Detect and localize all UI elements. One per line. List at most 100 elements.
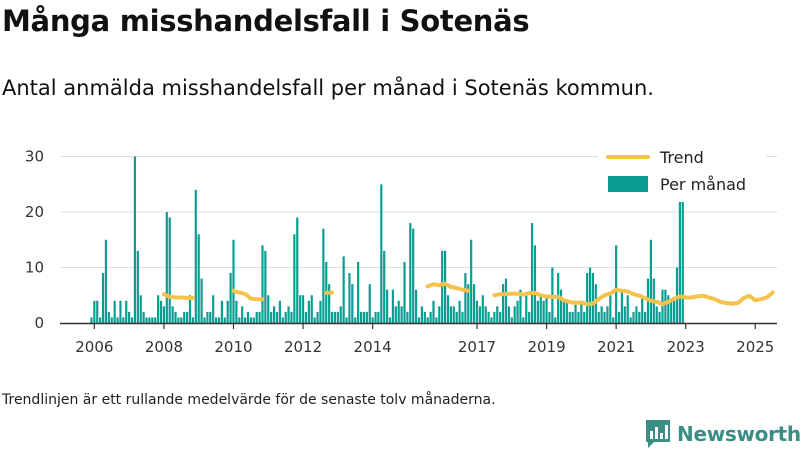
bar — [136, 250, 139, 323]
bar — [409, 223, 412, 323]
bar — [588, 267, 592, 323]
bar — [122, 317, 125, 323]
bar — [444, 250, 447, 323]
bar — [241, 306, 244, 323]
bar — [316, 311, 319, 323]
x-tick-label: 2021 — [597, 338, 635, 356]
bar — [272, 306, 276, 323]
bar — [212, 295, 215, 323]
bar — [229, 273, 232, 323]
bar — [223, 317, 226, 323]
bar — [177, 317, 180, 323]
bar — [357, 261, 360, 323]
bar — [307, 300, 310, 323]
bar — [661, 289, 664, 323]
trend-line — [492, 287, 775, 307]
bar — [484, 306, 487, 323]
trend-series — [161, 281, 775, 307]
bar — [333, 311, 337, 323]
bar — [606, 306, 609, 323]
bar — [536, 300, 539, 323]
bar — [475, 300, 479, 323]
bar — [296, 217, 299, 323]
bar — [600, 306, 603, 323]
bar — [151, 317, 154, 323]
bar — [110, 317, 113, 323]
bar — [104, 239, 108, 323]
bar — [243, 317, 247, 323]
bar — [281, 317, 284, 323]
bar — [226, 300, 229, 323]
bar — [270, 311, 273, 323]
bar — [162, 306, 166, 323]
bar — [667, 295, 670, 323]
bar — [93, 300, 96, 323]
x-tick-label: 2017 — [458, 338, 496, 356]
bar — [554, 317, 557, 323]
bar — [490, 317, 493, 323]
bar — [530, 223, 534, 323]
bar — [617, 311, 621, 323]
bar — [99, 317, 102, 323]
x-tick-label: 2012 — [284, 338, 322, 356]
bar — [423, 311, 426, 323]
bar — [496, 306, 499, 323]
y-tick-label: 30 — [25, 148, 44, 166]
bar — [345, 317, 348, 323]
bar — [180, 317, 183, 323]
bar — [406, 311, 409, 323]
x-tick-label: 2019 — [527, 338, 565, 356]
bar — [371, 317, 374, 323]
bar — [635, 306, 638, 323]
bar — [403, 261, 406, 323]
bar — [586, 273, 589, 323]
bar — [417, 317, 421, 323]
bar — [446, 295, 450, 323]
bar — [290, 311, 293, 323]
bar — [438, 306, 441, 323]
bar — [220, 300, 223, 323]
bar — [342, 256, 345, 323]
bar — [293, 234, 296, 323]
x-tick-label: 2010 — [214, 338, 252, 356]
bar — [351, 284, 354, 323]
bar — [197, 234, 200, 323]
bar — [310, 295, 313, 323]
trend-line — [425, 281, 471, 293]
bar — [504, 278, 508, 323]
bar — [673, 300, 676, 323]
bar — [626, 295, 629, 323]
x-tick-label: 2025 — [736, 338, 774, 356]
bar-series — [90, 156, 684, 323]
bar — [188, 295, 192, 323]
bar — [238, 317, 241, 323]
bar — [171, 306, 174, 323]
bar — [107, 311, 110, 323]
bar — [362, 311, 366, 323]
bar — [275, 311, 279, 323]
bar — [348, 273, 351, 323]
bar — [168, 217, 171, 323]
bar — [545, 295, 548, 323]
bar — [252, 317, 255, 323]
bar — [525, 295, 528, 323]
footnote: Trendlinjen är ett rullande medelvärde f… — [2, 392, 496, 408]
legend: Trend Per månad — [598, 140, 766, 202]
bar — [461, 311, 464, 323]
bar — [429, 311, 432, 323]
bar — [397, 300, 400, 323]
bar — [365, 311, 368, 323]
bar — [232, 239, 235, 323]
trend-line — [161, 292, 195, 300]
bar — [472, 284, 476, 323]
bar — [159, 300, 163, 323]
bar — [183, 311, 186, 323]
bar — [145, 317, 148, 323]
x-tick-label: 2014 — [354, 338, 392, 356]
bar — [142, 311, 145, 323]
bar — [559, 289, 563, 323]
bar — [354, 317, 357, 323]
bar — [154, 317, 157, 323]
bar — [174, 311, 177, 323]
x-tick-label: 2008 — [145, 338, 183, 356]
